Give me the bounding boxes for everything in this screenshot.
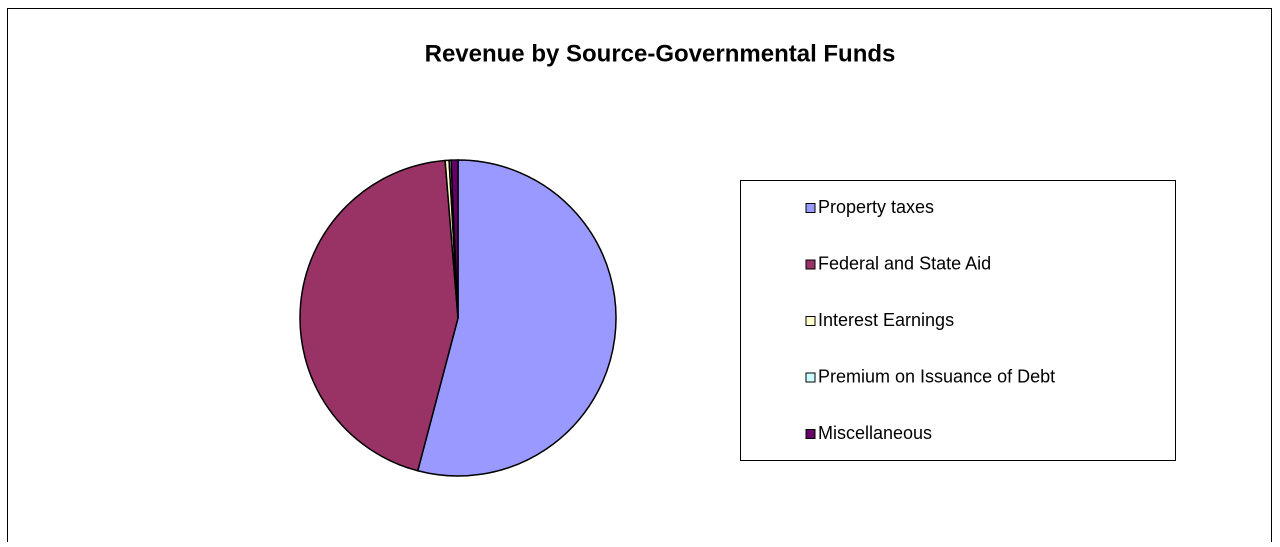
legend-label: Property taxes [818,197,934,217]
pie-slice [450,159,459,319]
legend-label: Interest Earnings [818,310,954,330]
legend-swatch [805,203,816,213]
legend-swatch [805,316,816,326]
chart-title: Revenue by Source-Governmental Funds [425,40,896,67]
legend-label: Premium on Issuance of Debt [818,366,1055,386]
pie-slice [416,159,617,477]
legend-label: Miscellaneous [818,423,932,443]
legend-swatch [805,372,816,383]
legend-label: Federal and State Aid [818,253,991,273]
legend-swatch [805,429,816,439]
pie-slice [299,159,459,472]
legend-swatch [805,259,816,270]
